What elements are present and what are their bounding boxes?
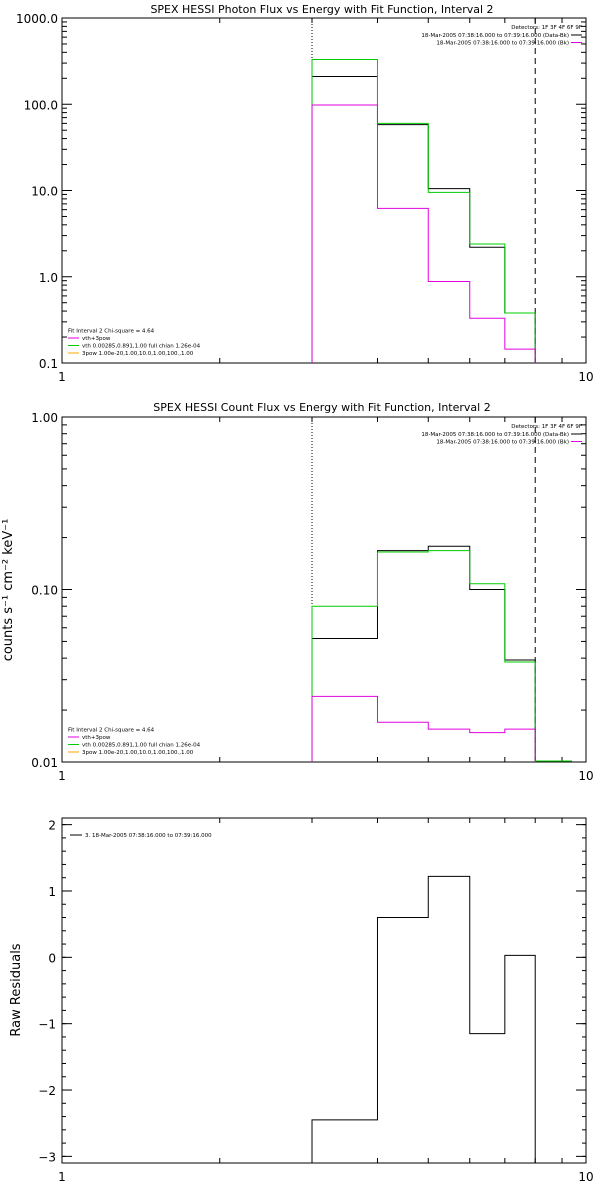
- photon-flux-series-0: [311, 75, 536, 363]
- count-flux-plot-frame: [61, 416, 587, 763]
- photon-flux-panel: SPEX HESSI Photon Flux vs Energy with Fi…: [16, 3, 594, 384]
- y-tick-label: 0.10: [31, 584, 58, 598]
- legend-detectors-label: Detectors: 1F 3F 4F 6F 9F: [511, 25, 582, 31]
- x-tick-label: 1: [58, 769, 66, 783]
- y-tick-label: 0: [48, 951, 56, 965]
- y-tick-label: −3: [38, 1150, 56, 1164]
- y-tick-label: 1: [48, 885, 56, 899]
- legend-entry-label: vth 0.00285,0.891,1.00 full chian 1.26e-…: [82, 743, 201, 749]
- residuals-panel: Raw Residuals 1 10 −3 −2 −1 0 1 2 3. 18-Mar-200…: [9, 817, 594, 1184]
- count-flux-y-axis-label: counts s⁻¹ cm⁻² keV⁻¹: [1, 519, 16, 662]
- photon-flux-series-2: [311, 104, 536, 363]
- count-flux-panel: SPEX HESSI Count Flux vs Energy with Fit…: [1, 401, 594, 783]
- y-tick-label: 1.0: [39, 271, 58, 285]
- legend-fit-interval-label: Fit Interval 2 Chi-square = 4.64: [68, 728, 155, 734]
- residuals-y-axis-label: Raw Residuals: [9, 943, 24, 1036]
- legend-entry-label: 3. 18-Mar-2005 07:38:16.000 to 07:39:16.…: [85, 833, 212, 839]
- legend-entry-label: 18-Mar-2005 07:38:16.000 to 07:39:16.000…: [436, 41, 569, 47]
- residuals-series-0: [311, 875, 536, 1163]
- legend-entry-label: 3pow 1.00e-20,1.00,10.0,1.00,100.,1.00: [82, 750, 194, 756]
- residuals-plot-frame: [61, 817, 587, 1164]
- x-tick-label: 10: [578, 370, 593, 384]
- legend-fit-interval-label: Fit Interval 2 Chi-square = 4.64: [68, 329, 155, 335]
- y-tick-label: 1.00: [31, 411, 58, 425]
- legend-entry-label: vth 0.00285,0.891,1.00 full chian 1.26e-…: [82, 344, 201, 350]
- y-tick-label: 10.0: [31, 185, 58, 199]
- y-tick-label: 0.1: [39, 357, 58, 371]
- y-tick-label: 2: [48, 819, 56, 833]
- x-tick-label: 1: [58, 370, 66, 384]
- x-tick-label: 10: [578, 769, 593, 783]
- count-flux-series-2: [311, 695, 536, 762]
- legend-entry-label: vth+3pow: [82, 336, 111, 342]
- legend-entry-label: 18-Mar-2005 07:38:16.000 to 07:39:16.000…: [421, 432, 569, 438]
- legend-entry-label: vth+3pow: [82, 735, 111, 741]
- legend-detectors-label: Detectors: 1F 3F 4F 6F 9F: [511, 424, 582, 430]
- count-flux-series-1: [311, 550, 536, 762]
- legend-entry-label: 18-Mar-2005 07:38:16.000 to 07:39:16.000…: [436, 440, 569, 446]
- photon-flux-title: SPEX HESSI Photon Flux vs Energy with Fi…: [150, 3, 493, 16]
- x-tick-label: 10: [578, 1170, 593, 1184]
- y-tick-label: −1: [38, 1018, 56, 1032]
- count-flux-series-0: [311, 545, 536, 762]
- photon-flux-plot-frame: [61, 17, 587, 364]
- legend-entry-label: 18-Mar-2005 07:38:16.000 to 07:39:16.000…: [421, 33, 569, 39]
- y-tick-label: 0.01: [31, 756, 58, 770]
- x-tick-label: 1: [58, 1170, 66, 1184]
- count-flux-title: SPEX HESSI Count Flux vs Energy with Fit…: [153, 401, 490, 414]
- y-tick-label: 1000.0: [16, 12, 58, 26]
- y-tick-label: 100.0: [24, 98, 58, 112]
- photon-flux-series-1: [311, 59, 536, 363]
- legend-entry-label: 3pow 1.00e-20,1.00,10.0,1.00,100.,1.00: [82, 351, 194, 357]
- y-tick-label: −2: [38, 1084, 56, 1098]
